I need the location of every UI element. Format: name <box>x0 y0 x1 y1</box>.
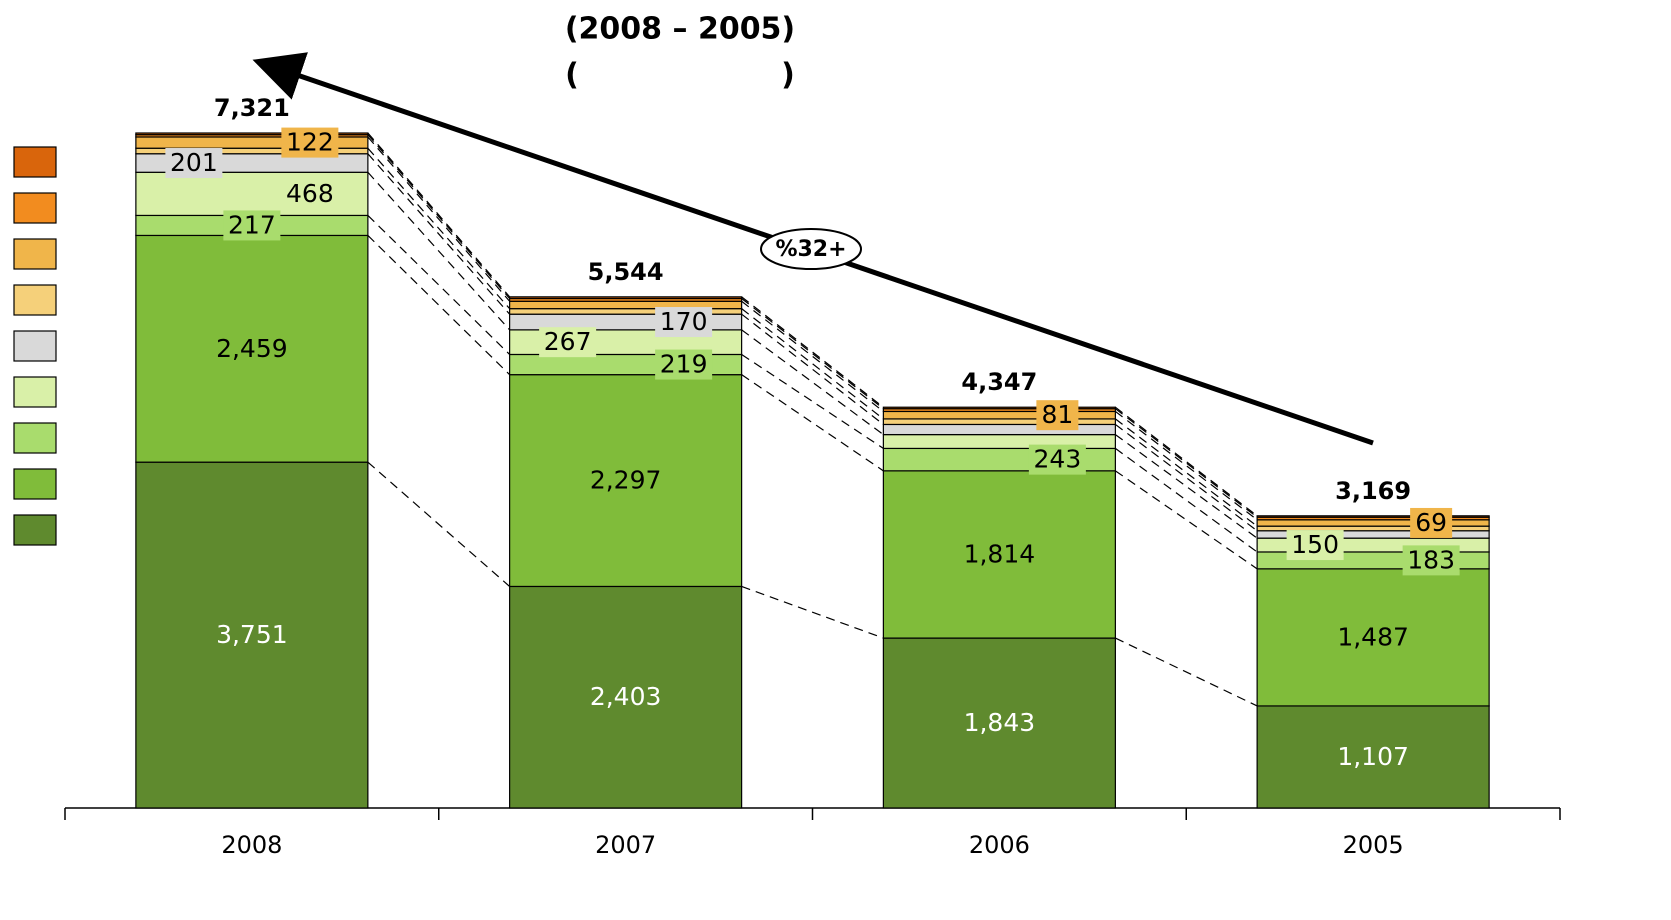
connector <box>1115 470 1258 570</box>
connector <box>1115 408 1258 518</box>
segment-label: 69 <box>1415 508 1447 537</box>
connector <box>1115 434 1258 539</box>
chart-title: (2008 – 2005) <box>565 12 795 47</box>
label-bg <box>1036 400 1079 431</box>
connector <box>367 153 511 315</box>
label-bg <box>1410 507 1453 538</box>
connector <box>741 296 884 408</box>
legend-swatch <box>13 284 57 316</box>
legend-swatch <box>13 238 57 270</box>
connector <box>367 132 511 298</box>
bar-segment <box>1256 515 1490 518</box>
total-label: 5,544 <box>588 258 664 286</box>
segment-label: 1,843 <box>964 708 1036 737</box>
total-label: 3,169 <box>1335 477 1411 505</box>
connector <box>367 134 511 299</box>
bar-segment <box>135 234 369 463</box>
segment-label: 267 <box>544 327 592 356</box>
connector <box>741 329 884 436</box>
connector <box>367 235 511 376</box>
label-bg <box>1028 444 1086 475</box>
connector <box>1115 410 1258 521</box>
connector <box>1115 418 1258 527</box>
label-bg <box>281 127 339 158</box>
connector <box>741 298 884 410</box>
x-tick-label: 2005 <box>1343 831 1404 859</box>
connector <box>741 585 884 639</box>
segment-label: 201 <box>170 148 218 177</box>
connector <box>741 313 884 425</box>
subtitle-part: ( <box>565 58 579 93</box>
segment-label: 170 <box>660 307 708 336</box>
subtitle-part: ) <box>781 58 795 93</box>
connector <box>741 353 884 449</box>
bar-segment <box>882 418 1116 426</box>
segment-label: 219 <box>660 350 708 379</box>
legend-swatch <box>13 146 57 178</box>
total-label: 7,321 <box>214 94 290 122</box>
bar-segment <box>882 470 1116 639</box>
x-tick-label: 2008 <box>221 831 282 859</box>
segment-label: 1,107 <box>1337 742 1409 771</box>
segment-label: 2,297 <box>590 466 662 495</box>
segment-label: 122 <box>286 128 334 157</box>
connector <box>741 300 884 412</box>
bar-segment <box>509 374 743 588</box>
segment-label: 2,459 <box>216 334 288 363</box>
label-bg <box>281 178 339 209</box>
bar-segment <box>1256 568 1490 707</box>
annotation: %32+ <box>775 237 846 262</box>
x-tick-label: 2007 <box>595 831 656 859</box>
label-bg <box>165 148 223 179</box>
segment-label: 183 <box>1407 545 1455 574</box>
segment-label: 468 <box>286 179 334 208</box>
segment-label: 243 <box>1034 445 1082 474</box>
annotation-bubble <box>760 228 862 270</box>
segment-label: 1,814 <box>964 539 1036 568</box>
connector <box>367 147 511 310</box>
legend-swatch <box>13 422 57 454</box>
segment-label: 81 <box>1041 400 1073 429</box>
bar-segment <box>1256 705 1490 809</box>
segment-label: 3,751 <box>216 620 288 649</box>
label-bg <box>655 307 713 338</box>
label-bg <box>223 210 281 241</box>
segment-label: 1,487 <box>1337 622 1409 651</box>
total-label: 4,347 <box>961 368 1037 396</box>
segment-label: 2,403 <box>590 682 662 711</box>
x-tick-label: 2006 <box>969 831 1030 859</box>
connector <box>1115 637 1258 707</box>
connector <box>367 214 511 355</box>
bar-segment <box>882 406 1116 410</box>
connector <box>367 461 511 587</box>
connector <box>367 136 511 302</box>
bar-segment <box>882 423 1116 436</box>
connector <box>367 171 511 331</box>
connector <box>741 374 884 472</box>
connector <box>1115 423 1258 532</box>
legend-swatch <box>13 376 57 408</box>
legend-swatch <box>13 468 57 500</box>
connector <box>1115 406 1258 517</box>
bar-segment <box>882 410 1116 420</box>
segment-label: 217 <box>228 210 276 239</box>
bar-segment <box>509 296 743 300</box>
label-bg <box>1402 545 1460 576</box>
legend-swatch <box>13 514 57 546</box>
connector <box>741 308 884 420</box>
label-bg <box>1286 530 1344 561</box>
legend-swatch <box>13 192 57 224</box>
label-bg <box>655 349 713 380</box>
legend-swatch <box>13 330 57 362</box>
bar-segment <box>509 585 743 809</box>
bar-segment <box>882 637 1116 809</box>
label-bg <box>539 327 597 358</box>
segment-label: 150 <box>1291 530 1339 559</box>
bar-segment <box>1256 519 1490 527</box>
